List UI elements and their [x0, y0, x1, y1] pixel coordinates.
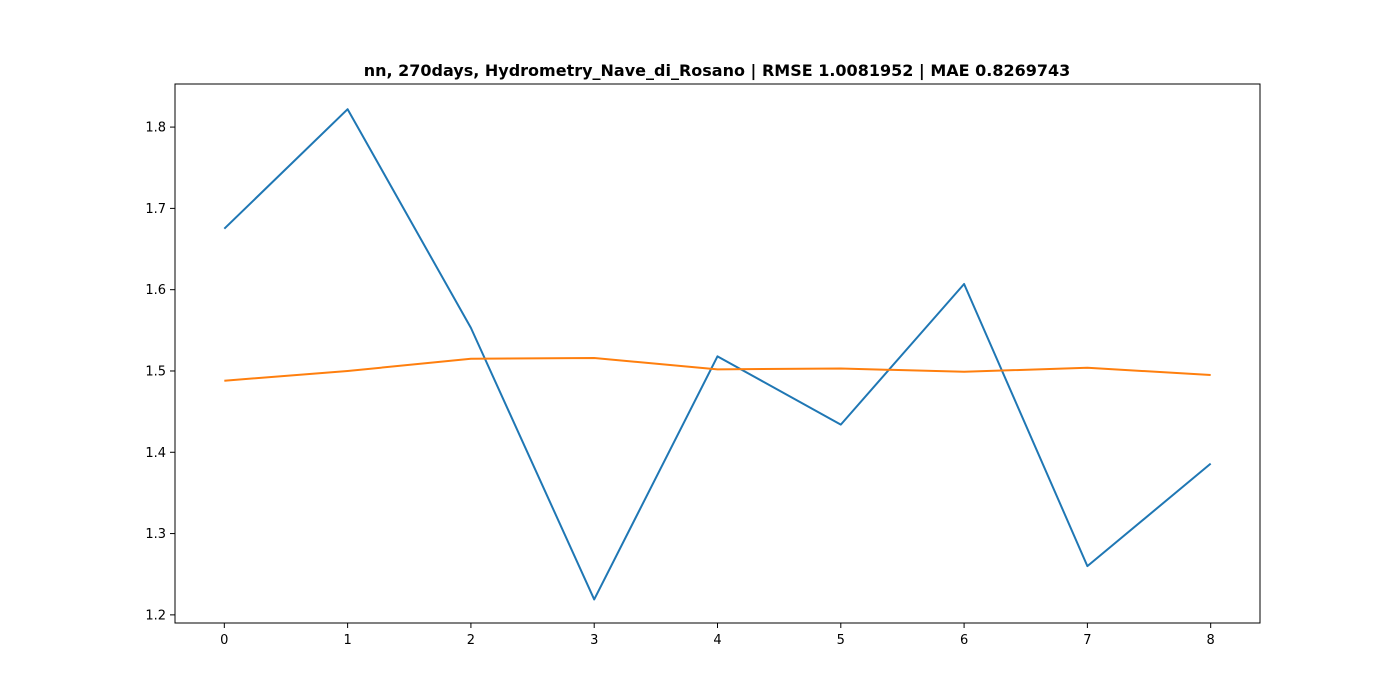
x-tick-label-0: 0 [220, 633, 228, 648]
series-layer [223, 108, 1212, 601]
axes-layer: 0 1 2 3 4 5 6 7 8 1.2 1.3 1.4 1.5 1.6 1.7 1.8 [145, 121, 1215, 648]
x-tick-label-6: 6 [960, 633, 968, 648]
chart-title: nn, 270days, Hydrometry_Nave_di_Rosano |… [364, 61, 1071, 81]
y-tick-label-4: 1.6 [145, 283, 166, 298]
x-tick-label-1: 1 [343, 633, 351, 648]
plot-frame [174, 83, 1261, 624]
x-tick-label-7: 7 [1083, 633, 1091, 648]
x-tick-label-3: 3 [590, 633, 598, 648]
y-tick-label-0: 1.2 [145, 608, 166, 623]
x-tick-label-2: 2 [467, 633, 475, 648]
series-line-0 [223, 108, 1212, 601]
series-line-1 [224, 356, 1211, 382]
y-tick-label-2: 1.4 [145, 446, 166, 461]
y-tick-label-3: 1.5 [145, 364, 166, 379]
x-tick-label-5: 5 [837, 633, 845, 648]
x-tick-label-4: 4 [713, 633, 721, 648]
x-tick-label-8: 8 [1207, 633, 1215, 648]
y-tick-label-6: 1.8 [145, 121, 166, 136]
y-tick-label-1: 1.3 [145, 527, 166, 542]
y-tick-label-5: 1.7 [145, 202, 166, 217]
